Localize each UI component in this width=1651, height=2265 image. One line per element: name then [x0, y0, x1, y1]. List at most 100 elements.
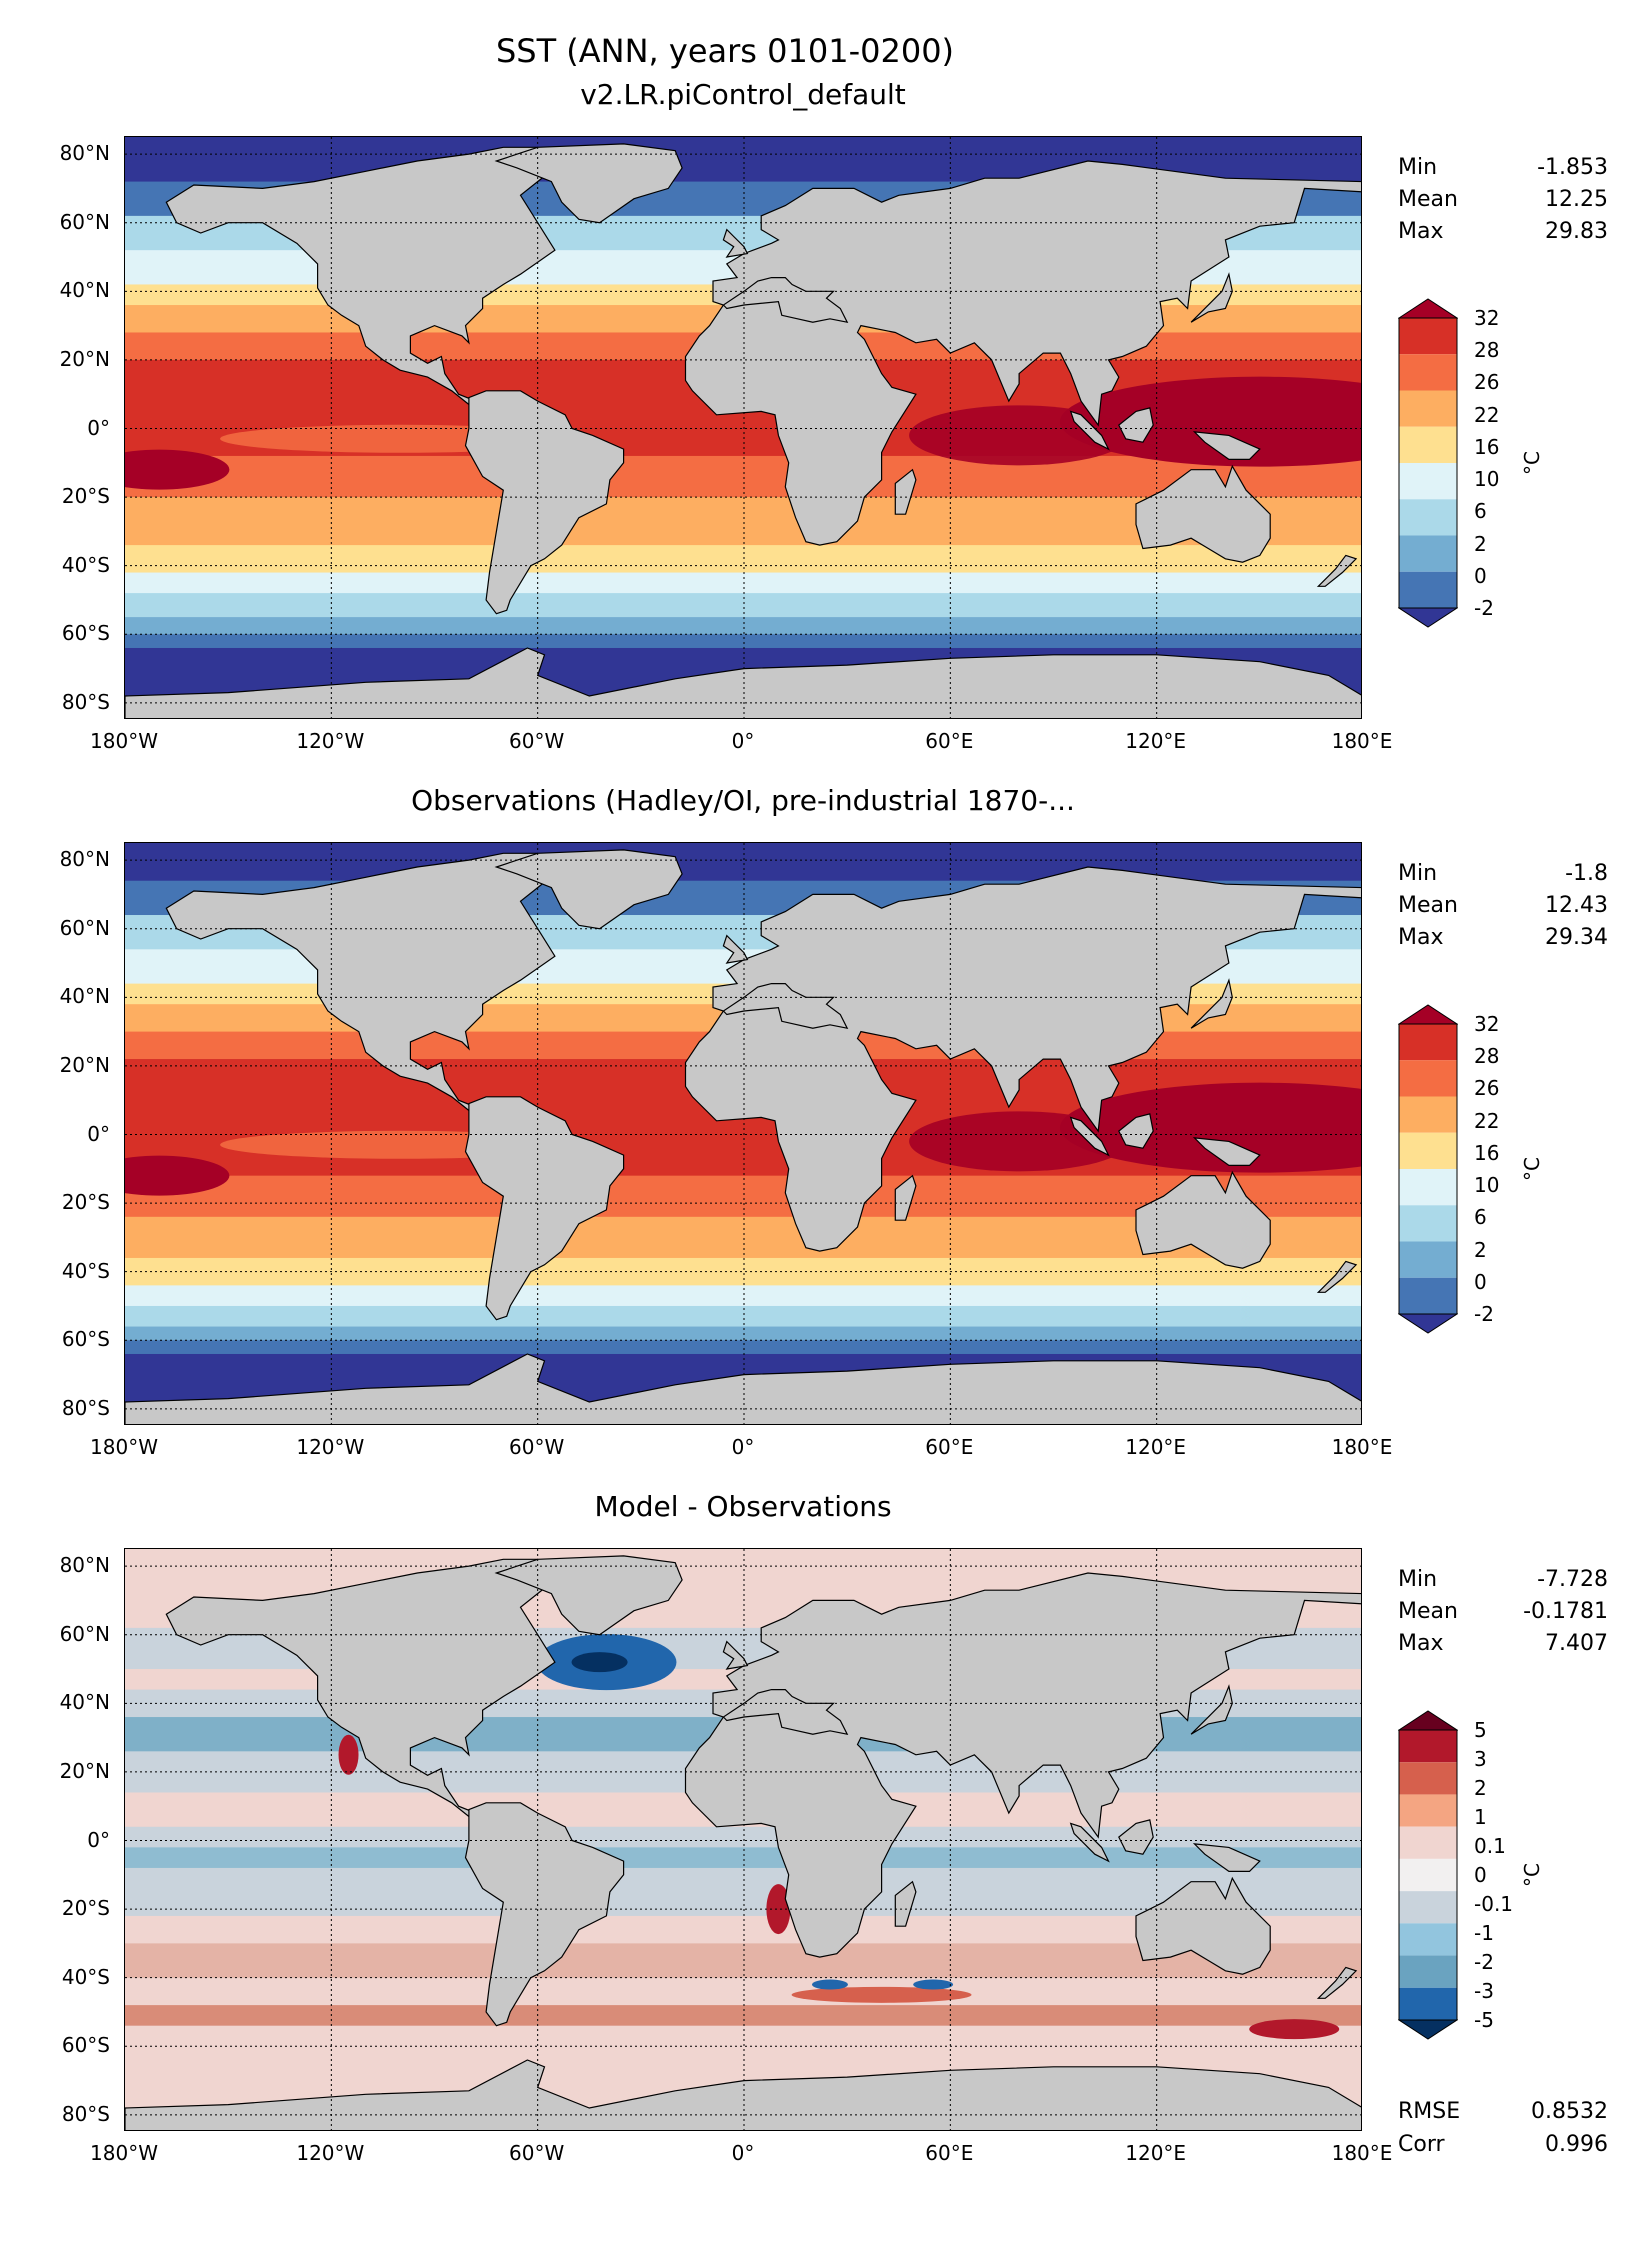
stat-row-mean: Mean -0.1781	[1398, 1596, 1608, 1628]
lat-label: 60°N	[59, 209, 110, 234]
lon-label: 60°W	[509, 729, 565, 753]
colorbar-unit: °C	[1519, 1157, 1544, 1181]
lat-label: 80°S	[61, 689, 110, 714]
colorbar-segment	[1399, 1923, 1457, 1956]
agulhas-cold	[811, 1979, 848, 1990]
lat-label: 60°S	[61, 1327, 110, 1352]
stat-label: Mean	[1398, 187, 1458, 212]
colorbar-tick: 10	[1474, 1173, 1500, 1198]
stat-label: Max	[1398, 925, 1444, 950]
stat-label: Max	[1398, 1631, 1444, 1656]
warm-pool	[1059, 376, 1361, 467]
lon-label: 60°E	[925, 1435, 974, 1459]
land-antarctica	[125, 2059, 1361, 2130]
land-uk	[722, 1640, 749, 1670]
lat-label: 40°S	[61, 1258, 110, 1283]
sst-band	[125, 617, 1361, 636]
colorbar-segment	[1399, 1205, 1457, 1242]
lat-label: 0°	[87, 1121, 110, 1146]
land-new-zealand	[1316, 1966, 1358, 1999]
lat-label: 60°S	[61, 2033, 110, 2058]
land-north-america	[165, 146, 556, 406]
colorbar-segment	[1398, 2019, 1458, 2040]
southern-ocean-warm	[791, 1986, 972, 2003]
colorbar-segment	[1399, 1060, 1457, 1097]
colorbar-unit: °C	[1519, 451, 1544, 475]
land-borneo	[1118, 407, 1154, 443]
stat-value: -7.728	[1537, 1567, 1608, 1592]
stat-value: -1.853	[1537, 155, 1608, 180]
stat-label: Min	[1398, 155, 1438, 180]
stat-value: 12.25	[1545, 187, 1608, 212]
colorbar-tick: 0.1	[1474, 1834, 1506, 1858]
lat-label: 20°S	[61, 1896, 110, 1921]
sst-band	[125, 1257, 1361, 1287]
panel-title: Observations (Hadley/OI, pre-industrial …	[411, 784, 1075, 817]
colorbar-tick: -1	[1474, 1921, 1494, 1945]
lon-label: 60°E	[925, 729, 974, 753]
lon-label: 120°E	[1125, 2141, 1187, 2165]
land-north-america	[165, 852, 556, 1112]
warm-pool-south	[125, 1155, 230, 1196]
error-row-corr: Corr 0.996	[1398, 2128, 1608, 2161]
colorbar-tick: -3	[1474, 1979, 1494, 2003]
colorbar-tick: -2	[1474, 1302, 1494, 1326]
benguela-warm	[766, 1884, 791, 1935]
north-atlantic-core	[571, 1652, 628, 1673]
land-new-guinea	[1192, 1137, 1261, 1166]
colorbar-segment	[1399, 426, 1457, 463]
stat-row-max: Max 29.83	[1398, 216, 1608, 248]
lat-label: 80°S	[61, 2101, 110, 2126]
land-australia	[1135, 1170, 1271, 1269]
colorbar-segment	[1399, 1794, 1457, 1827]
lon-label: 60°W	[509, 1435, 565, 1459]
colorbar-segment	[1398, 607, 1458, 628]
land-new-guinea	[1192, 431, 1261, 460]
lat-label: 20°N	[59, 1052, 110, 1077]
land-sumatra	[1069, 410, 1110, 451]
colorbar-tick: 32	[1474, 1012, 1500, 1036]
stat-row-min: Min -7.728	[1398, 1564, 1608, 1596]
lat-label: 60°N	[59, 915, 110, 940]
lon-label: 0°	[731, 2141, 755, 2165]
colorbar	[1398, 1004, 1458, 1334]
sst-band	[125, 1285, 1361, 1307]
colorbar-tick: 1	[1474, 1805, 1487, 1829]
lon-label: 120°W	[296, 2141, 365, 2165]
stat-row-min: Min -1.853	[1398, 152, 1608, 184]
agulhas-cold-2	[913, 1979, 954, 1990]
lat-label: 60°S	[61, 621, 110, 646]
map-area	[124, 136, 1362, 719]
colorbar-tick: 0	[1474, 1269, 1487, 1294]
land-new-zealand	[1316, 554, 1358, 587]
error-stats: RMSE 0.8532 Corr 0.996	[1398, 2095, 1608, 2161]
lon-label: 180°W	[90, 1435, 158, 1459]
sst-band	[125, 1340, 1361, 1355]
colorbar-segment	[1399, 1169, 1457, 1206]
colorbar-tick: 26	[1474, 370, 1500, 395]
land-japan	[1190, 978, 1233, 1029]
colorbar-segment	[1399, 499, 1457, 536]
colorbar-tick: 2	[1474, 1776, 1487, 1800]
land-south-america	[464, 1802, 625, 2027]
panel-title: Model - Observations	[594, 1490, 892, 1523]
error-value: 0.996	[1545, 2132, 1608, 2157]
lon-label: 120°E	[1125, 729, 1187, 753]
lat-label: 80°N	[59, 1553, 110, 1578]
lat-label: 40°S	[61, 1964, 110, 1989]
lon-label: 0°	[731, 729, 755, 753]
colorbar-segment	[1399, 1024, 1457, 1061]
lat-label: 20°N	[59, 1758, 110, 1783]
land-new-zealand	[1316, 1260, 1358, 1293]
colorbar-tick: 22	[1474, 1108, 1500, 1133]
lat-label: 80°N	[59, 847, 110, 872]
colorbar-segment	[1399, 1730, 1457, 1763]
colorbar-segment	[1399, 318, 1457, 355]
lat-label: 40°N	[59, 984, 110, 1009]
colorbar-tick: 28	[1474, 338, 1500, 363]
panel-title: v2.LR.piControl_default	[580, 78, 906, 111]
colorbar-tick: -2	[1474, 596, 1494, 620]
stats-block: Min -7.728 Mean -0.1781 Max 7.407	[1398, 1564, 1608, 1660]
warm-pool-south	[125, 449, 230, 490]
stat-label: Max	[1398, 219, 1444, 244]
